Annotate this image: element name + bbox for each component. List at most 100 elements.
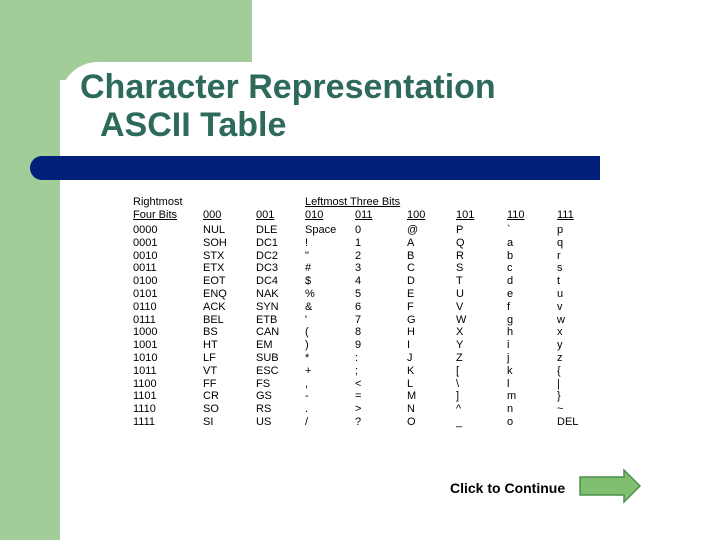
- table-cell: NUL: [203, 224, 226, 236]
- title-underline-bar: [30, 156, 600, 180]
- column-header: 001: [256, 209, 275, 221]
- table-cell: }: [557, 390, 561, 403]
- table-cell: BS: [203, 326, 218, 339]
- table-cell: 3: [355, 262, 362, 275]
- table-cell: <: [355, 377, 362, 390]
- table-cell: v: [557, 300, 563, 313]
- table-cell: CR: [203, 390, 219, 403]
- table-cell: ETX: [203, 262, 225, 275]
- table-cell: GS: [256, 390, 272, 403]
- column-header: 000: [203, 209, 222, 221]
- table-cell: U: [456, 288, 464, 300]
- table-cell: ): [305, 339, 309, 352]
- table-cell: 0: [355, 224, 362, 236]
- table-cell: P: [456, 224, 464, 236]
- table-cell: 2: [355, 249, 362, 262]
- table-cell: #: [305, 262, 312, 275]
- table-cell: -: [305, 390, 309, 403]
- table-cell: DC1: [256, 236, 279, 249]
- slide-title: Character Representation ASCII Table: [80, 68, 496, 144]
- table-cell: HT: [203, 339, 218, 352]
- table-cell: O: [407, 416, 416, 428]
- table-cell: VT: [203, 364, 218, 377]
- table-cell: NAK: [256, 288, 279, 300]
- table-cell: [: [456, 364, 460, 377]
- table-cell: FS: [256, 377, 271, 390]
- continue-label: Click to Continue: [450, 480, 566, 496]
- table-cell: STX: [203, 249, 225, 262]
- table-cell: I: [407, 339, 411, 352]
- table-cell: ^: [456, 403, 462, 416]
- table-cell: DLE: [256, 224, 278, 236]
- row-header-line-2: Four Bits: [133, 209, 178, 221]
- table-cell: b: [507, 249, 514, 262]
- table-cell: S: [456, 262, 464, 275]
- table-cell: ,: [305, 377, 309, 390]
- table-cell: Y: [456, 339, 464, 352]
- table-cell: c: [507, 262, 513, 275]
- table-cell: 8: [355, 326, 362, 339]
- table-cell: F: [407, 300, 414, 313]
- title-line-2: ASCII Table: [100, 106, 287, 144]
- table-cell: N: [407, 403, 415, 416]
- right-arrow-icon: [579, 468, 642, 504]
- table-cell: DEL: [557, 416, 579, 428]
- table-cell: o: [507, 416, 514, 428]
- table-cell: ETB: [256, 313, 278, 326]
- row-label: 1001: [133, 339, 158, 352]
- row-label: 0010: [133, 249, 158, 262]
- table-cell: u: [557, 288, 564, 300]
- table-cell: ACK: [203, 300, 226, 313]
- table-cell: SYN: [256, 300, 279, 313]
- table-cell: BEL: [203, 313, 224, 326]
- table-cell: w: [557, 313, 565, 326]
- table-cell: ENQ: [203, 288, 227, 300]
- table-cell: Space: [305, 224, 337, 236]
- table-cell: q: [557, 236, 564, 249]
- column-header: 111: [557, 209, 574, 221]
- column-group-header: Leftmost Three Bits: [305, 196, 401, 208]
- table-cell: V: [456, 300, 464, 313]
- table-cell: h: [507, 326, 514, 339]
- table-cell: SI: [203, 416, 214, 428]
- table-cell: T: [456, 275, 463, 288]
- row-label: 1011: [133, 364, 157, 377]
- row-label: 1110: [133, 403, 156, 416]
- column-header: 101: [456, 209, 475, 221]
- table-cell: |: [557, 377, 560, 390]
- continue-button[interactable]: Click to Continue: [446, 468, 642, 504]
- table-cell: =: [355, 390, 362, 403]
- table-cell: %: [305, 288, 315, 300]
- table-cell: D: [407, 275, 415, 288]
- table-cell: e: [507, 288, 514, 300]
- row-header-line-1: Rightmost: [133, 196, 183, 208]
- table-cell: R: [456, 249, 464, 262]
- row-label: 0111: [133, 313, 156, 326]
- table-cell: t: [557, 275, 561, 288]
- table-cell: Q: [456, 236, 465, 249]
- table-cell: 7: [355, 313, 362, 326]
- table-cell: *: [305, 352, 310, 364]
- table-cell: r: [557, 249, 561, 262]
- table-cell: SO: [203, 403, 219, 416]
- table-cell: ?: [355, 416, 362, 428]
- left-green-strip: [0, 0, 60, 540]
- table-cell: p: [557, 224, 564, 236]
- content-panel: [60, 62, 720, 540]
- row-label: 1000: [133, 326, 158, 339]
- table-cell: L: [407, 377, 414, 390]
- table-cell: X: [456, 326, 464, 339]
- table-cell: z: [557, 352, 563, 364]
- table-cell: SUB: [256, 352, 279, 364]
- table-cell: ": [305, 249, 309, 262]
- table-cell: E: [407, 288, 415, 300]
- table-cell: x: [557, 326, 563, 339]
- table-cell: EM: [256, 339, 273, 352]
- row-label: 1010: [133, 352, 158, 364]
- row-label: 0101: [133, 288, 158, 300]
- table-cell: C: [407, 262, 415, 275]
- table-cell: DC4: [256, 275, 279, 288]
- table-cell: g: [507, 313, 514, 326]
- table-cell: J: [407, 352, 413, 364]
- table-cell: LF: [203, 352, 216, 364]
